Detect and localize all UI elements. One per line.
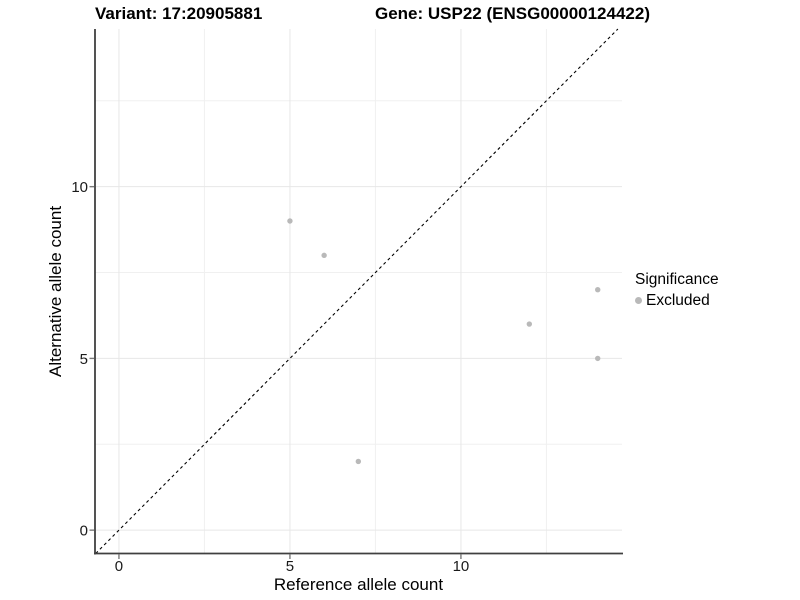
identity-dashed-line: [95, 28, 619, 554]
y-tick-label: 5: [80, 351, 88, 368]
x-tick-label: 10: [453, 558, 470, 575]
grid-minor: [95, 29, 622, 554]
data-point: [526, 321, 533, 327]
axis-tick-labels: 0 5 10 0 5 10: [71, 179, 469, 575]
data-point: [287, 218, 293, 224]
data-point: [595, 287, 601, 293]
data-points-excluded: [287, 218, 601, 465]
plot-title-variant: Variant: 17:20905881: [95, 4, 263, 23]
legend-key-dot-icon: [635, 297, 642, 304]
x-axis-title: Reference allele count: [273, 575, 444, 594]
data-point: [321, 252, 327, 259]
legend: Significance Excluded: [635, 271, 719, 309]
grid-major: [95, 29, 622, 554]
y-tick-label: 10: [71, 179, 88, 196]
y-tick-label: 0: [80, 523, 88, 540]
legend-title: Significance: [635, 271, 719, 288]
axis-ticks: [89, 185, 462, 559]
plot-title-gene: Gene: USP22 (ENSG00000124422): [375, 4, 650, 23]
legend-item-excluded: Excluded: [635, 292, 719, 309]
x-tick-label: 0: [115, 558, 123, 575]
data-point: [355, 458, 362, 465]
x-tick-label: 5: [286, 558, 294, 575]
legend-item-label: Excluded: [646, 292, 710, 309]
data-point: [595, 355, 601, 362]
y-axis-title: Alternative allele count: [46, 205, 65, 378]
